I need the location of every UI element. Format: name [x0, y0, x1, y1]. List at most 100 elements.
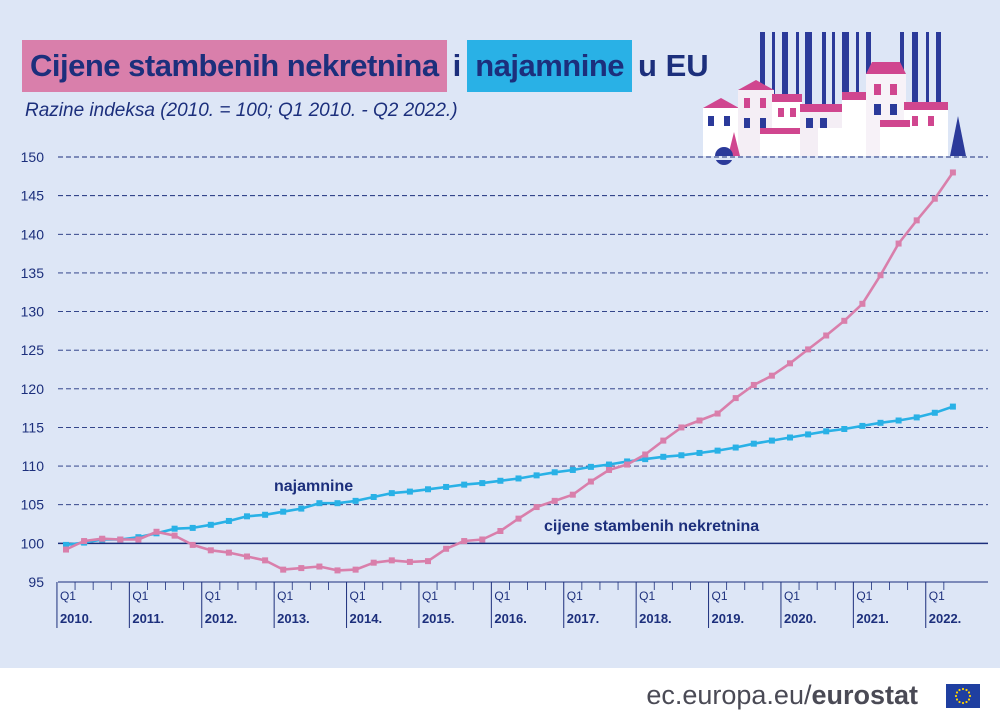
data-point: [660, 437, 667, 444]
y-tick-label: 115: [22, 419, 45, 435]
data-point: [171, 532, 178, 539]
gridlines: [58, 156, 988, 583]
line-chart: 95 100 105 110 115 120 125 130 135 140 145 150 Q1 20…: [21, 32, 988, 628]
y-tick-label: 150: [21, 149, 45, 165]
data-point: [533, 504, 540, 511]
data-point: [425, 486, 431, 493]
y-tick-label: 110: [22, 458, 45, 474]
x-year-label: 2018.: [639, 611, 672, 626]
data-point: [678, 452, 685, 459]
data-point: [189, 524, 196, 531]
data-point: [714, 447, 721, 454]
data-point: [515, 475, 522, 482]
data-point: [587, 463, 594, 470]
data-point: [750, 381, 757, 388]
data-point: [877, 272, 884, 279]
y-tick-label: 140: [21, 226, 45, 242]
data-point: [949, 403, 956, 410]
y-axis: 95 100 105 110 115 120 125 130 135 140 145 150: [21, 149, 45, 590]
data-point: [823, 332, 830, 339]
data-point: [406, 558, 413, 565]
data-point: [551, 497, 558, 504]
x-year-label: 2016.: [494, 611, 527, 626]
data-point: [298, 505, 305, 512]
data-point: [823, 428, 830, 435]
data-point: [768, 437, 775, 444]
x-year-label: 2022.: [929, 611, 962, 626]
data-point: [678, 424, 685, 431]
data-point: [280, 508, 287, 515]
data-point: [660, 453, 667, 460]
eu-flag-icon: [946, 684, 980, 708]
data-point: [787, 434, 793, 441]
data-point: [533, 472, 540, 479]
data-point: [225, 549, 232, 556]
x-quarter-label: Q1: [784, 589, 800, 603]
x-quarter-label: Q1: [712, 589, 728, 603]
x-quarter-label: Q1: [639, 589, 655, 603]
data-point: [334, 500, 341, 507]
title-house-prices: Cijene stambenih nekretnina: [22, 40, 447, 92]
y-tick-label: 120: [21, 381, 45, 397]
data-point: [768, 372, 775, 379]
y-tick-label: 100: [21, 535, 45, 551]
data-point: [406, 488, 413, 495]
data-point: [443, 545, 450, 552]
data-point: [732, 444, 739, 451]
data-point: [244, 553, 250, 560]
data-point: [895, 417, 902, 424]
footer-domain: ec.europa.eu/: [646, 680, 812, 710]
data-point: [63, 546, 69, 553]
x-quarter-label: Q1: [350, 589, 366, 603]
data-point: [135, 536, 142, 543]
x-year-label: 2019.: [712, 611, 745, 626]
data-point: [696, 449, 703, 456]
data-point: [877, 419, 884, 426]
x-quarter-label: Q1: [567, 589, 583, 603]
x-axis: Q1 2010. Q1 2011. Q1 2012. Q1 2013. Q1 2014. Q1 201…: [56, 581, 988, 628]
y-tick-label: 105: [21, 497, 45, 513]
x-quarter-label: Q1: [422, 589, 438, 603]
data-point: [587, 478, 594, 485]
data-point: [841, 426, 848, 432]
data-point: [81, 538, 88, 545]
data-point: [352, 497, 359, 504]
data-point: [425, 558, 431, 565]
data-point: [189, 541, 196, 548]
data-point: [551, 469, 558, 476]
annotation-rents: najamnine: [274, 478, 353, 495]
annotation-house-prices: cijene stambenih nekretnina: [544, 518, 759, 535]
data-point: [153, 528, 160, 535]
title-region: u EU: [638, 48, 709, 83]
data-point: [207, 547, 214, 554]
data-point: [99, 535, 106, 542]
x-year-label: 2017.: [567, 611, 600, 626]
x-quarter-label: Q1: [929, 589, 945, 603]
data-point: [370, 494, 377, 500]
footer-source: ec.europa.eu/eurostat: [646, 680, 918, 711]
data-point: [841, 317, 848, 324]
data-point: [316, 563, 323, 570]
data-point: [931, 195, 938, 202]
x-year-label: 2012.: [205, 611, 238, 626]
data-point: [316, 500, 323, 507]
data-point: [949, 169, 956, 176]
data-point: [388, 490, 395, 497]
city-illustration-icon: [700, 32, 976, 165]
data-point: [805, 431, 812, 438]
data-point: [859, 300, 866, 307]
footer-brand: eurostat: [811, 680, 918, 710]
data-point: [642, 451, 649, 458]
x-year-label: 2010.: [60, 611, 93, 626]
data-point: [225, 517, 232, 524]
data-point: [606, 461, 612, 468]
x-quarter-label: Q1: [856, 589, 872, 603]
data-point: [624, 458, 631, 465]
data-point: [606, 466, 612, 473]
x-year-label: 2020.: [784, 611, 817, 626]
data-point: [805, 346, 812, 353]
data-point: [388, 557, 395, 564]
data-point: [569, 466, 576, 473]
y-tick-label: 95: [28, 574, 44, 590]
series-line-house-prices: [65, 171, 954, 572]
